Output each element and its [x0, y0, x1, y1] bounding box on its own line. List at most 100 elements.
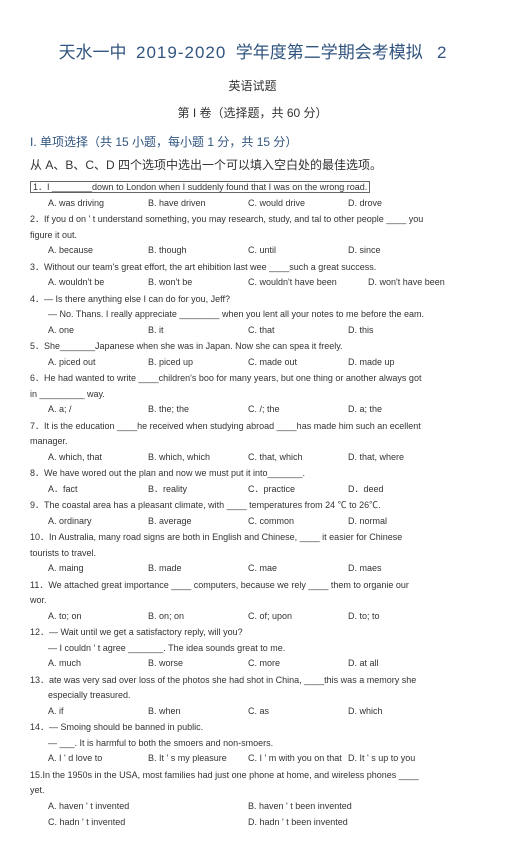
q7-D: D. that, where: [348, 451, 448, 465]
q6-D: D. a; the: [348, 403, 448, 417]
q6-B: B. the; the: [148, 403, 248, 417]
q4-line1: 4．— Is there anything else I can do for …: [30, 293, 475, 307]
q13-D: D. which: [348, 705, 448, 719]
q12-A: A. much: [48, 657, 148, 671]
q4-line2: — No. Thans. I really appreciate _______…: [48, 308, 475, 322]
q11-opts: A. to; on B. on; on C. of; upon D. to; t…: [48, 610, 475, 624]
q9-C: C. common: [248, 515, 348, 529]
q6-A: A. a; /: [48, 403, 148, 417]
section-instruction: 从 A、B、C、D 四个选项中选出一个可以填入空白处的最佳选项。: [30, 156, 475, 173]
q15-C: C. hadn ' t invented: [48, 816, 248, 830]
q4-B: B. it: [148, 324, 248, 338]
q12-line1: 12．— Wait until we get a satisfactory re…: [30, 626, 475, 640]
q8-B: B．reality: [148, 483, 248, 497]
q5-C: C. made out: [248, 356, 348, 370]
q11-A: A. to; on: [48, 610, 148, 624]
q10-C: C. mae: [248, 562, 348, 576]
q14-D: D. It ' s up to you: [348, 752, 448, 766]
q2-B: B. though: [148, 244, 248, 258]
q1-opts: A. was driving B. have driven C. would d…: [48, 197, 475, 211]
subject-title: 英语试题: [30, 77, 475, 94]
q1-A: A. was driving: [48, 197, 148, 211]
q12-opts: A. much B. worse C. more D. at all: [48, 657, 475, 671]
q11-line1: 11．We attached great importance ____ com…: [30, 579, 475, 593]
q7-A: A. which, that: [48, 451, 148, 465]
q3-D: D. won't have been: [368, 276, 468, 290]
title-year: 2019-2020: [136, 43, 226, 62]
q13-C: C. as: [248, 705, 348, 719]
q12-line2: — I couldn ' t agree _______. The idea s…: [48, 642, 475, 656]
q6-opts: A. a; / B. the; the C. /; the D. a; the: [48, 403, 475, 417]
q15-B: B. haven ' t been invented: [248, 800, 448, 814]
q7-line2: manager.: [30, 435, 475, 449]
exam-page: 天水一中 2019-2020 学年度第二学期会考模拟 2 英语试题 第 I 卷（…: [0, 0, 505, 853]
q15-opts2: C. hadn ' t invented D. hadn ' t been in…: [48, 816, 475, 830]
q11-C: C. of; upon: [248, 610, 348, 624]
q15-A: A. haven ' t invented: [48, 800, 248, 814]
q11-line2: wor.: [30, 594, 475, 608]
q2-opts: A. because B. though C. until D. since: [48, 244, 475, 258]
q9-B: B. average: [148, 515, 248, 529]
q7-B: B. which, which: [148, 451, 248, 465]
q3-opts: A. wouldn't be B. won't be C. wouldn't h…: [48, 276, 475, 290]
q5-opts: A. piced out B. piced up C. made out D. …: [48, 356, 475, 370]
q4-A: A. one: [48, 324, 148, 338]
q9-D: D. normal: [348, 515, 448, 529]
q2-D: D. since: [348, 244, 448, 258]
q7-C: C. that, which: [248, 451, 348, 465]
q12-B: B. worse: [148, 657, 248, 671]
q15-line2: yet.: [30, 784, 475, 798]
q3-C: C. wouldn't have been: [248, 276, 368, 290]
q3-B: B. won't be: [148, 276, 248, 290]
q15-line1: 15.In the 1950s in the USA, most familie…: [30, 769, 475, 783]
q6-line1: 6．He had wanted to write ____children's …: [30, 372, 475, 386]
q3: 3．Without our team's great effort, the a…: [30, 261, 475, 275]
q2-line1: 2．If you d on ' t understand something, …: [30, 213, 475, 227]
q4-D: D. this: [348, 324, 448, 338]
q14-line2: — ___. It is harmful to both the smoers …: [48, 737, 475, 751]
section-head: I. 单项选择（共 15 小题，每小题 1 分，共 15 分）: [30, 133, 475, 150]
q8-C: C．practice: [248, 483, 348, 497]
q7-opts: A. which, that B. which, which C. that, …: [48, 451, 475, 465]
q9: 9．The coastal area has a pleasant climat…: [30, 499, 475, 513]
q2-A: A. because: [48, 244, 148, 258]
q8: 8．We have wored out the plan and now we …: [30, 467, 475, 481]
q8-D: D．deed: [348, 483, 448, 497]
q6-C: C. /; the: [248, 403, 348, 417]
q1-C: C. would drive: [248, 197, 348, 211]
q13-B: B. when: [148, 705, 248, 719]
q8-A: A．fact: [48, 483, 148, 497]
q12-C: C. more: [248, 657, 348, 671]
q1: 1．I ________down to London when I sudden…: [30, 181, 475, 195]
q4-C: C. that: [248, 324, 348, 338]
q13-line2: especially treasured.: [48, 689, 475, 703]
q10-B: B. made: [148, 562, 248, 576]
q5: 5．She_______Japanese when she was in Jap…: [30, 340, 475, 354]
q12-D: D. at all: [348, 657, 448, 671]
q5-A: A. piced out: [48, 356, 148, 370]
q10-D: D. maes: [348, 562, 448, 576]
q9-opts: A. ordinary B. average C. common D. norm…: [48, 515, 475, 529]
q11-B: B. on; on: [148, 610, 248, 624]
q8-opts: A．fact B．reality C．practice D．deed: [48, 483, 475, 497]
q4-opts: A. one B. it C. that D. this: [48, 324, 475, 338]
q14-A: A. I ' d love to: [48, 752, 148, 766]
q14-opts: A. I ' d love to B. It ' s my pleasure C…: [48, 752, 475, 766]
main-title: 天水一中 2019-2020 学年度第二学期会考模拟 2: [30, 38, 475, 63]
q13-line1: 13．ate was very sad over loss of the pho…: [30, 674, 475, 688]
q15-D: D. hadn ' t been invented: [248, 816, 448, 830]
q10-opts: A. maing B. made C. mae D. maes: [48, 562, 475, 576]
q10-line1: 10．In Australia, many road signs are bot…: [30, 531, 475, 545]
q10-A: A. maing: [48, 562, 148, 576]
q10-line2: tourists to travel.: [30, 547, 475, 561]
q14-C: C. I ' m with you on that: [248, 752, 348, 766]
q3-A: A. wouldn't be: [48, 276, 148, 290]
q2-C: C. until: [248, 244, 348, 258]
title-num: 2: [437, 43, 446, 62]
part-title: 第 I 卷（选择题，共 60 分）: [30, 104, 475, 121]
q14-B: B. It ' s my pleasure: [148, 752, 248, 766]
q6-line2: in _________ way.: [30, 388, 475, 402]
q1-D: D. drove: [348, 197, 448, 211]
q15-opts: A. haven ' t invented B. haven ' t been …: [48, 800, 475, 814]
q14-line1: 14．— Smoing should be banned in public.: [30, 721, 475, 735]
